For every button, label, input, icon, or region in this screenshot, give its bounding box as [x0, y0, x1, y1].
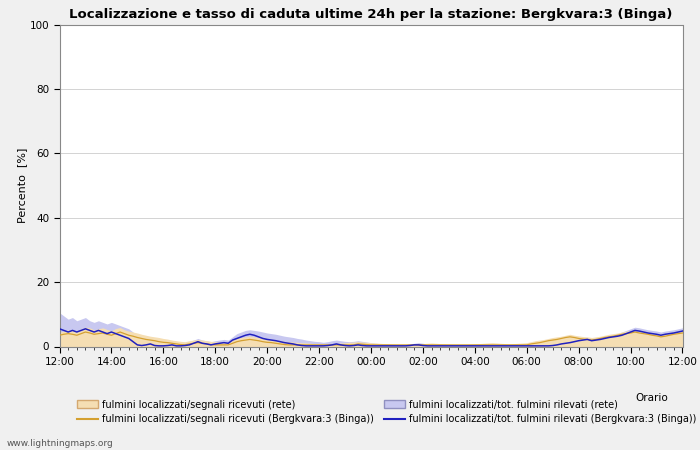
Y-axis label: Percento  [%]: Percento [%] [17, 148, 27, 223]
Title: Localizzazione e tasso di caduta ultime 24h per la stazione: Bergkvara:3 (Binga): Localizzazione e tasso di caduta ultime … [69, 8, 673, 21]
Legend: fulmini localizzati/segnali ricevuti (rete), fulmini localizzati/segnali ricevut: fulmini localizzati/segnali ricevuti (re… [77, 400, 696, 424]
Text: Orario: Orario [636, 393, 668, 403]
Text: www.lightningmaps.org: www.lightningmaps.org [7, 439, 113, 448]
